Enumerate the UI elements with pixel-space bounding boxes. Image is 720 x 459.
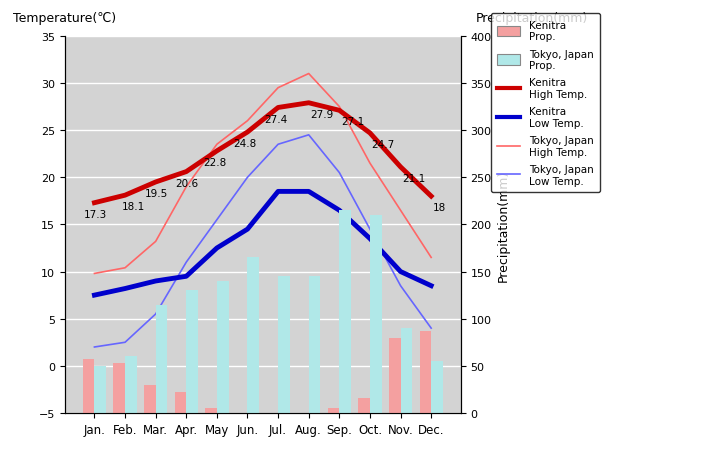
Bar <box>205 409 217 413</box>
Text: 24.8: 24.8 <box>234 139 257 149</box>
Bar <box>144 385 156 413</box>
Text: 21.1: 21.1 <box>402 174 426 184</box>
Legend: Kenitra
Prop., Tokyo, Japan
Prop., Kenitra
High Temp., Kenitra
Low Temp., Tokyo,: Kenitra Prop., Tokyo, Japan Prop., Kenit… <box>491 14 600 192</box>
Text: 18: 18 <box>433 203 446 213</box>
Bar <box>248 258 259 413</box>
Bar <box>83 359 94 413</box>
Bar <box>156 305 167 413</box>
Text: 24.7: 24.7 <box>372 140 395 150</box>
Text: Precipitation(mm): Precipitation(mm) <box>475 12 588 25</box>
Bar <box>328 409 339 413</box>
Bar <box>278 277 289 413</box>
Bar <box>431 361 443 413</box>
Bar <box>186 291 198 413</box>
Bar <box>175 392 186 413</box>
Bar <box>339 211 351 413</box>
Text: 27.9: 27.9 <box>310 110 333 120</box>
Bar <box>217 281 228 413</box>
Bar <box>309 277 320 413</box>
Text: 17.3: 17.3 <box>84 209 107 219</box>
Text: 19.5: 19.5 <box>145 189 168 199</box>
Bar <box>370 215 382 413</box>
Bar <box>125 357 137 413</box>
Y-axis label: Precipitation(mm): Precipitation(mm) <box>498 169 510 281</box>
Bar <box>389 338 400 413</box>
Text: 18.1: 18.1 <box>122 202 145 212</box>
Text: Temperature(℃): Temperature(℃) <box>13 12 117 25</box>
Text: 27.4: 27.4 <box>264 114 287 124</box>
Text: 20.6: 20.6 <box>176 179 199 188</box>
Bar <box>420 331 431 413</box>
Bar <box>359 398 370 413</box>
Text: 27.1: 27.1 <box>341 117 364 127</box>
Text: 22.8: 22.8 <box>203 157 226 168</box>
Bar <box>114 363 125 413</box>
Bar <box>94 366 106 413</box>
Bar <box>400 328 412 413</box>
